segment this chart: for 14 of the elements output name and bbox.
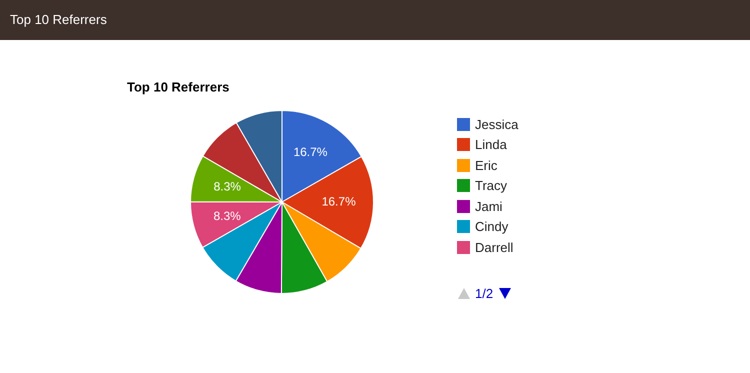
legend-label: Linda (475, 137, 507, 152)
legend-label: Tracy (475, 178, 508, 194)
chart-title: Top 10 Referrers (127, 80, 230, 95)
data-label: 8.3% (213, 208, 242, 223)
text: Top 10 Referrers (10, 12, 107, 27)
data-label: 16.7% (293, 145, 328, 160)
text: 1/2 (475, 286, 494, 301)
data-label: 16.7% (322, 194, 356, 209)
legend-label: Cindy (475, 219, 508, 234)
legend-label: Jessica (475, 116, 518, 132)
legend-label: Jami (475, 198, 502, 214)
legend-label: Eric (475, 158, 498, 173)
legend-label: Darrell (475, 240, 514, 255)
data-label: 8.3% (214, 179, 242, 194)
